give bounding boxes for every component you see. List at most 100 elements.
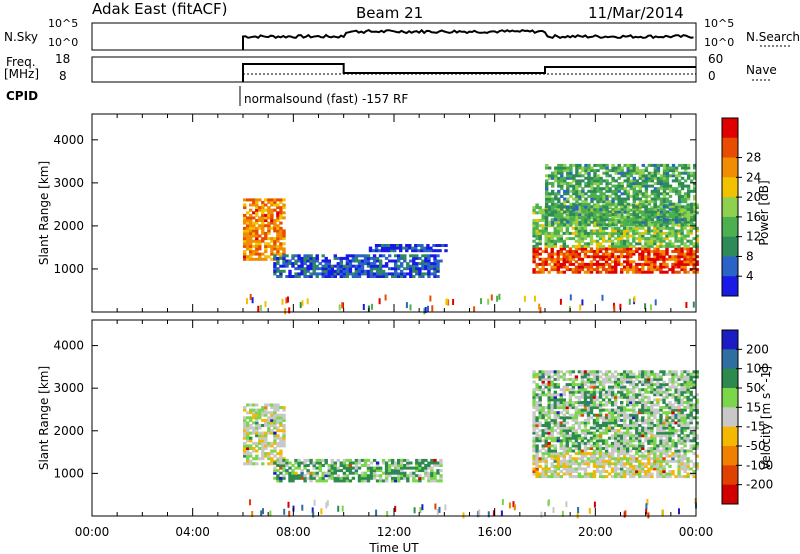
- range-cell: [623, 171, 627, 175]
- range-cell: [415, 264, 419, 268]
- range-cell: [617, 220, 621, 224]
- range-cell: [255, 462, 259, 466]
- range-cell: [394, 267, 398, 271]
- range-cell: [388, 272, 392, 276]
- range-cell: [342, 275, 347, 278]
- range-cell: [565, 377, 569, 381]
- range-cell: [574, 203, 579, 207]
- range-cell: [279, 231, 283, 235]
- range-cell: [617, 171, 621, 175]
- range-cell: [409, 254, 413, 258]
- range-cell: [617, 169, 621, 173]
- range-cell: [623, 215, 627, 219]
- range-cell: [692, 237, 696, 241]
- range-cell: [321, 479, 325, 483]
- range-cell: [632, 475, 636, 479]
- range-cell: [635, 182, 639, 185]
- range-cell: [246, 421, 250, 425]
- range-cell: [677, 197, 682, 201]
- range-cell: [553, 268, 557, 272]
- range-cell: [273, 264, 277, 268]
- range-cell: [650, 242, 654, 246]
- range-cell: [436, 461, 440, 465]
- range-cell: [683, 247, 687, 251]
- range-cell: [246, 444, 250, 448]
- range-cell: [641, 393, 645, 397]
- range-cell: [261, 454, 265, 458]
- range-cell: [693, 187, 697, 191]
- range-cell: [357, 264, 362, 268]
- range-cell: [424, 262, 428, 266]
- range-cell: [345, 267, 350, 271]
- range-cell: [656, 393, 660, 397]
- range-cell: [553, 262, 557, 266]
- range-cell: [620, 187, 624, 191]
- range-cell: [623, 457, 627, 461]
- range-cell: [695, 250, 699, 253]
- range-cell: [647, 467, 651, 471]
- range-cell: [544, 421, 548, 425]
- range-cell: [638, 431, 642, 435]
- range-cell: [557, 210, 561, 214]
- range-cell: [641, 398, 645, 402]
- range-cell: [604, 416, 609, 420]
- range-cell: [617, 416, 621, 420]
- range-cell: [644, 207, 649, 211]
- range-cell: [590, 205, 594, 209]
- range-cell: [599, 220, 603, 224]
- range-cell: [610, 380, 615, 384]
- range-cell: [273, 256, 277, 260]
- range-cell: [571, 401, 576, 404]
- range-cell: [565, 257, 569, 261]
- range-cell: [276, 252, 280, 256]
- range-cell: [686, 197, 691, 201]
- range-cell: [397, 272, 401, 276]
- range-cell: [342, 461, 347, 465]
- range-cell: [273, 247, 277, 251]
- range-cell: [601, 385, 606, 389]
- range-cell: [354, 461, 359, 465]
- range-cell: [397, 275, 401, 278]
- range-cell: [264, 431, 268, 435]
- range-cell: [581, 200, 585, 204]
- range-cell: [553, 383, 557, 387]
- range-cell: [668, 268, 672, 272]
- range-cell: [388, 267, 392, 271]
- range-cell: [650, 377, 654, 381]
- range-cell: [647, 416, 651, 420]
- range-cell: [306, 254, 310, 258]
- range-cell: [550, 239, 554, 243]
- range-cell: [665, 174, 670, 178]
- range-cell: [276, 479, 280, 483]
- range-cell: [690, 202, 694, 206]
- range-cell: [668, 226, 672, 230]
- range-cell: [644, 370, 648, 374]
- range-cell: [556, 239, 560, 243]
- range-cell: [668, 436, 672, 440]
- range-cell: [532, 416, 536, 420]
- range-cell: [547, 444, 551, 448]
- range-cell: [312, 269, 316, 273]
- range-cell: [650, 413, 654, 417]
- range-cell: [255, 429, 259, 433]
- range-cell: [641, 257, 645, 261]
- range-cell: [584, 182, 588, 185]
- range-cell: [574, 431, 579, 435]
- nsky-trace: [242, 28, 694, 50]
- range-cell: [574, 411, 579, 415]
- range-cell: [656, 182, 661, 185]
- range-cell: [384, 256, 389, 260]
- date-title: 11/Mar/2014: [588, 4, 684, 22]
- range-cell: [309, 256, 313, 260]
- range-cell: [677, 467, 681, 471]
- range-cell: [620, 200, 624, 204]
- range-cell: [264, 203, 268, 207]
- range-cell: [662, 447, 666, 450]
- range-cell: [665, 265, 669, 269]
- range-cell: [593, 210, 597, 214]
- range-cell: [575, 171, 579, 175]
- range-cell: [574, 447, 579, 450]
- range-cell: [541, 377, 545, 381]
- range-cell: [409, 269, 413, 273]
- range-cell: [671, 439, 675, 443]
